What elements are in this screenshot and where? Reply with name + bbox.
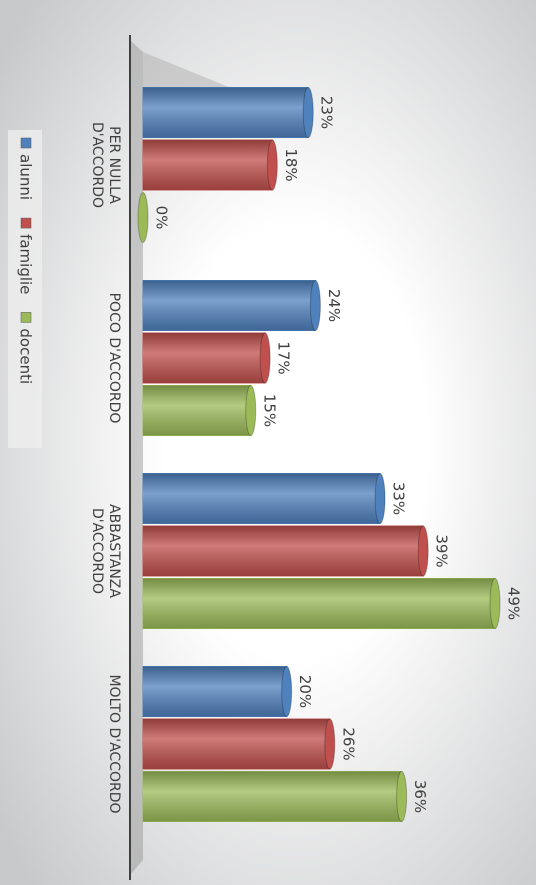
legend-swatch: [20, 217, 32, 229]
x-tick-label: POCO D'ACCORDO: [106, 292, 122, 424]
bar-cap: [309, 280, 321, 331]
bar-cap: [137, 192, 149, 243]
legend-swatch: [20, 312, 32, 323]
value-label: 26%: [339, 727, 357, 760]
bar-shade: [142, 385, 251, 436]
plot: PER NULLA D'ACCORDO 23% 18% 0% POCO D'ACCORD…: [8, 35, 523, 880]
bar-cap: [417, 525, 429, 577]
legend-box: [8, 130, 42, 448]
category-label-box: ABBASTANZA D'ACCORDO: [89, 504, 122, 598]
bar-shade: [143, 771, 402, 822]
bar-cap: [396, 771, 408, 822]
legend-label: famiglie: [17, 234, 35, 294]
bar-shade: [143, 578, 495, 629]
value-label: 17%: [275, 341, 293, 374]
bar-cap: [266, 139, 278, 191]
bar-shade: [142, 333, 266, 383]
category-label-box: PER NULLA D'ACCORDO: [89, 121, 122, 209]
bar-cap: [324, 718, 336, 770]
bar-cap: [259, 332, 271, 384]
value-label: 18%: [282, 148, 300, 181]
bar-cap: [374, 473, 386, 524]
value-label: 39%: [433, 534, 451, 567]
value-label: 33%: [390, 482, 408, 515]
x-tick-label: ABBASTANZA D'ACCORDO: [89, 504, 122, 598]
bar-shade: [143, 280, 316, 331]
legend-label: docenti: [17, 328, 35, 384]
bar-shade: [143, 87, 309, 138]
x-tick-label: PER NULLA D'ACCORDO: [89, 121, 122, 209]
value-label: 36%: [411, 780, 429, 813]
legend-label: alunni: [17, 154, 35, 200]
bar-shade: [143, 719, 330, 769]
value-label: 20%: [296, 675, 314, 708]
value-label: 23%: [318, 96, 336, 129]
floor-side: [143, 52, 236, 90]
bar-shade: [143, 140, 273, 190]
legend-swatch: [20, 137, 32, 149]
x-tick-label: MOLTO D'ACCORDO: [106, 674, 122, 814]
bar-cap: [489, 578, 501, 629]
category-label-box: POCO D'ACCORDO: [106, 292, 122, 424]
bar-cap: [281, 666, 293, 717]
bar-shade: [143, 473, 381, 524]
bar-cap: [245, 385, 257, 436]
value-label: 15%: [260, 394, 278, 427]
bar-shade: [143, 666, 287, 717]
floor: [130, 40, 143, 875]
category-label-box: MOLTO D'ACCORDO: [106, 674, 122, 814]
bar-shade: [143, 526, 424, 576]
value-label: 49%: [505, 587, 523, 620]
bar-cap: [302, 87, 314, 138]
value-label: 24%: [325, 289, 343, 322]
value-label: 0%: [153, 206, 171, 230]
